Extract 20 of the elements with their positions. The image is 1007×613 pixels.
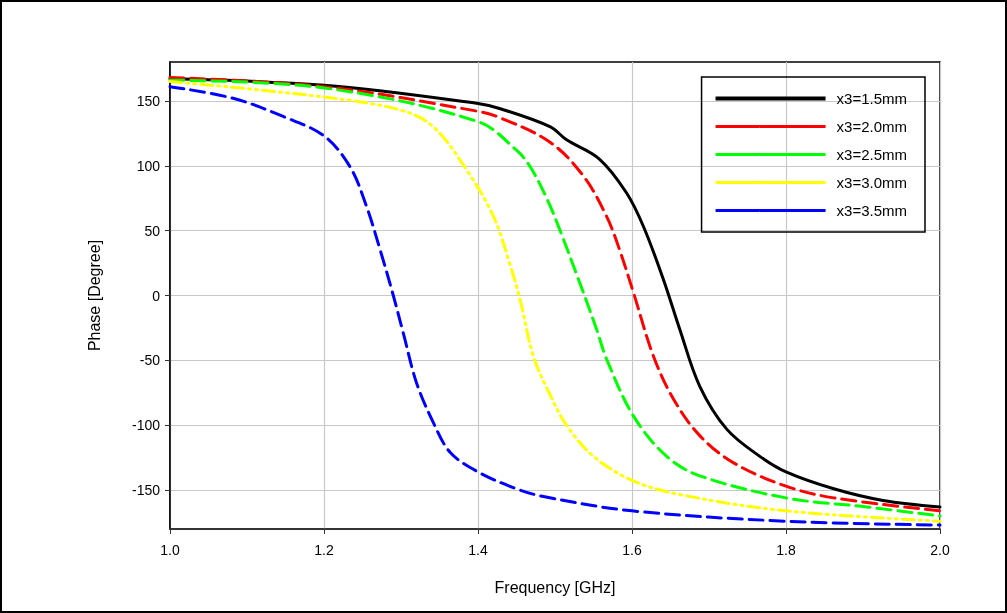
legend-label: x3=1.5mm (836, 90, 908, 107)
legend-label: x3=2.0mm (836, 118, 908, 135)
x-tick-label: 1.0 (160, 542, 180, 558)
y-tick-label: -100 (131, 417, 161, 434)
legend-label: x3=3.0mm (836, 174, 908, 191)
x-tick-label: 1.8 (776, 542, 796, 558)
x-tick-label: 1.4 (468, 542, 488, 558)
x-tick-label: 1.2 (314, 542, 334, 558)
x-tick-label: 1.6 (622, 542, 642, 558)
legend-label: x3=2.5mm (836, 146, 908, 163)
y-tick-label: 100 (136, 157, 161, 174)
x-tick-label: 2.0 (930, 542, 950, 558)
x-axis-title: Frequency [GHz] (494, 578, 616, 596)
y-axis-title: Phase [Degree] (85, 239, 103, 352)
y-tick-label: 150 (136, 92, 161, 109)
y-tick-label: 50 (144, 222, 161, 239)
y-tick-label: -50 (139, 352, 161, 369)
y-tick-label: 0 (152, 287, 161, 304)
y-tick-label: -150 (131, 482, 161, 499)
legend-label: x3=3.5mm (836, 202, 908, 219)
